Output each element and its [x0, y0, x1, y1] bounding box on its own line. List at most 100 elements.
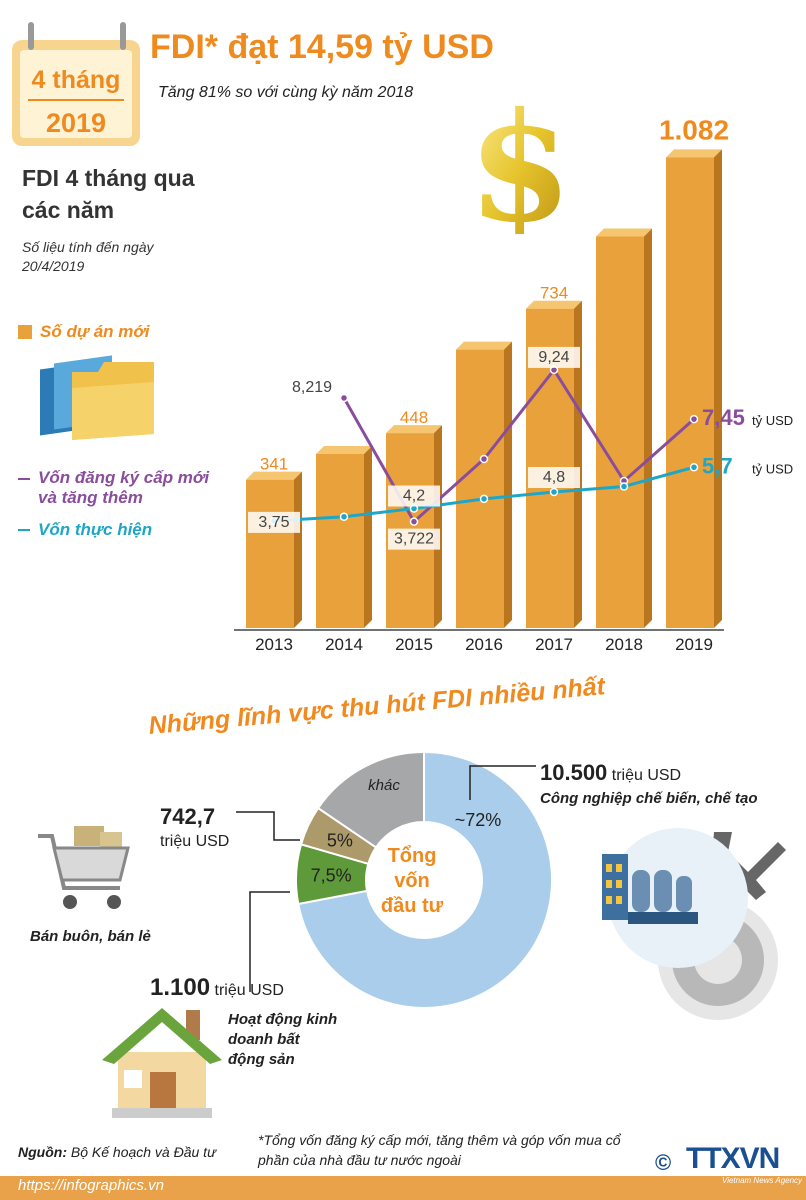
- source-text: Bộ Kế hoạch và Đầu tư: [70, 1144, 216, 1160]
- series-value-label: 3,722: [394, 531, 434, 548]
- bar-value-label: 448: [400, 408, 428, 427]
- bar-top: [526, 300, 582, 309]
- bar-side: [294, 471, 302, 628]
- fdi-chart: 2013 341 2014 2015 448 2016 2017 734 2018 2019 1.0…: [234, 114, 793, 654]
- sector-donut: ~72% 7,5% 5% khác Tổng vốn đầu tư: [236, 750, 553, 1009]
- label-bg: [528, 467, 580, 488]
- folders-icon: [40, 355, 154, 440]
- calendar-ring-icon: [28, 22, 34, 50]
- series-value-label: 4,2: [403, 488, 425, 505]
- source-note: Nguồn: Bộ Kế hoạch và Đầu tư: [18, 1144, 216, 1160]
- label-bg: [388, 485, 440, 507]
- series-value-label: 4,8: [543, 469, 565, 486]
- callout-line: [469, 765, 536, 800]
- bar-top: [316, 446, 372, 454]
- page-title: FDI* đạt 14,59 tỷ USD: [150, 28, 494, 66]
- x-tick-label: 2017: [535, 635, 573, 654]
- x-tick-label: 2018: [605, 635, 643, 654]
- label-bg: [286, 376, 338, 398]
- bar-side: [644, 228, 652, 628]
- bar-side: [364, 446, 372, 628]
- svg-text:$: $: [468, 84, 572, 234]
- series-value-label: 7,45: [702, 405, 745, 430]
- bar-side: [434, 425, 442, 628]
- donut-slice-label: 7,5%: [311, 866, 352, 886]
- bar: [456, 349, 504, 628]
- retail-amount: 742,7: [160, 804, 216, 829]
- bar-top: [596, 228, 652, 237]
- section-title: FDI 4 tháng qua các năm: [22, 165, 195, 223]
- donut-center-label: Tổng: [388, 845, 437, 867]
- bar-top: [666, 149, 722, 158]
- legend-projects-label: Số dự án mới: [40, 322, 150, 341]
- shopping-cart-icon: [38, 826, 130, 909]
- x-tick-label: 2014: [325, 635, 363, 654]
- page-subtitle: Tăng 81% so với cùng kỳ năm 2018: [158, 84, 414, 101]
- manufacturing-unit: triệu USD: [611, 767, 682, 784]
- label-bg: [388, 528, 440, 550]
- series-value-label: 9,24: [538, 349, 569, 366]
- legend-projects-swatch: [18, 325, 32, 339]
- series-point: [409, 517, 419, 526]
- logo-subtitle: Vietnam News Agency: [722, 1176, 803, 1185]
- bar-top: [386, 425, 442, 434]
- series-value-label: 3,75: [258, 514, 289, 531]
- manufacturing-value: 10.500 triệu USD: [540, 760, 681, 786]
- footer-bar: [0, 1176, 806, 1200]
- industry-gear-icon: [602, 828, 786, 1020]
- legend-realized-label: Vốn thực hiện: [38, 520, 153, 539]
- realestate-amount: 1.100: [150, 974, 211, 1001]
- label-bg: [248, 511, 300, 533]
- series-point: [619, 482, 629, 491]
- footnote: *Tổng vốn đăng ký cấp mới, tăng thêm và …: [258, 1132, 621, 1168]
- legend-projects: Số dự án mới: [18, 322, 150, 342]
- unit-label: tỷ USD: [752, 461, 793, 476]
- bar-top: [246, 471, 302, 480]
- x-tick-label: 2013: [255, 635, 293, 654]
- manufacturing-amount: 10.500: [540, 760, 608, 785]
- bar-side: [504, 341, 512, 628]
- realestate-unit: triệu USD: [214, 982, 284, 999]
- calendar-month: 4 tháng: [32, 66, 121, 94]
- bar-value-label: 734: [540, 284, 568, 303]
- donut-slice-label: 5%: [327, 830, 353, 850]
- donut-center: [368, 824, 480, 936]
- manufacturing-label: Công nghiệp chế biến, chế tạo: [540, 790, 758, 807]
- bar-value-label: 341: [260, 455, 288, 474]
- series-point: [339, 512, 349, 521]
- series-point: [339, 393, 349, 403]
- retail-unit: triệu USD: [160, 833, 230, 850]
- bar-side: [714, 149, 722, 628]
- series-value-label: 8,219: [292, 379, 332, 396]
- realestate-value: 1.100 triệu USD: [150, 974, 284, 1002]
- house-icon: [102, 1008, 222, 1118]
- legend-registered-label: Vốn đăng ký cấp mới và tăng thêm: [38, 468, 210, 507]
- donut-center-label: vốn: [394, 870, 430, 892]
- label-bg: [528, 346, 580, 368]
- realestate-label: Hoạt động kinh doanh bất động sản: [228, 1011, 338, 1068]
- bar: [316, 454, 364, 628]
- calendar-ring-icon: [120, 22, 126, 50]
- x-tick-label: 2015: [395, 635, 433, 654]
- footer-link[interactable]: https://infographics.vn: [18, 1177, 164, 1194]
- donut-slice-label: ~72%: [455, 810, 502, 830]
- x-tick-label: 2019: [675, 635, 713, 654]
- donut-center-label: đầu tư: [381, 895, 444, 917]
- donut-slice-label: khác: [368, 777, 400, 794]
- series-point: [689, 414, 699, 424]
- source-label: Nguồn:: [18, 1144, 67, 1160]
- ttxvn-logo: TTXVN: [686, 1142, 780, 1175]
- legend-registered: Vốn đăng ký cấp mới và tăng thêm: [18, 468, 228, 508]
- series-point: [689, 463, 699, 472]
- series-point: [479, 454, 489, 464]
- donut-slice: [297, 750, 553, 1009]
- date-note: Số liệu tính đến ngày 20/4/2019: [22, 239, 154, 274]
- donut-slice: [316, 750, 425, 849]
- calendar-year: 2019: [46, 108, 106, 138]
- copyright-icon: ©: [655, 1150, 672, 1175]
- unit-label: tỷ USD: [752, 413, 793, 428]
- calendar-badge: 4 tháng 2019: [12, 22, 140, 146]
- x-tick-label: 2016: [465, 635, 503, 654]
- sectors-title: Những lĩnh vực thu hút FDI nhiều nhất: [147, 672, 607, 741]
- legend-realized: Vốn thực hiện: [18, 520, 152, 540]
